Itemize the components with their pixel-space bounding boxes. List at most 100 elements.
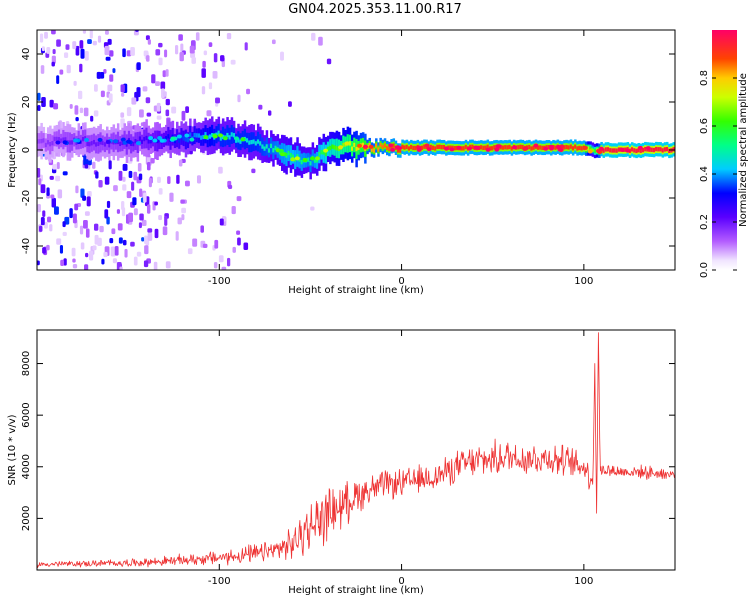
spectrogram-cell [587,149,593,154]
spectrogram-cell [68,140,72,145]
spectrogram-cell [139,109,144,118]
spectrogram-cell [449,145,452,150]
spectrogram-cell [227,257,231,267]
spectrogram-cell [138,222,142,229]
spectrogram-cell [95,142,98,147]
spectrogram-cell [162,70,167,78]
spectrogram-cell [108,160,112,170]
spectrogram-cell [154,201,158,206]
spectrogram-cell [464,144,468,150]
spectrogram-cell [202,243,208,248]
snr-y-tick-label: 8000 [21,351,32,376]
spectrogram-cell [139,213,144,221]
spectrogram-cell [232,133,236,138]
spectrogram-cell [121,207,126,217]
spectrogram-cell [429,144,433,150]
spectrogram-cell [78,90,83,100]
spectrogram-cell [147,139,151,144]
spectrogram-cell [615,148,619,153]
spectrogram-cell [137,162,142,172]
spectrogram-cell [296,154,299,159]
spectrogram-cell [97,141,100,146]
spectrogram-cell [113,139,119,144]
spectrogram-cell [302,158,308,163]
snr-x-tick-label: 100 [574,576,593,587]
spectrogram-x-tick-label: -100 [208,276,231,287]
spectrogram-x-tick-label: 100 [574,276,593,287]
spectrogram-cell [140,139,144,144]
spectrogram-cell [203,50,208,56]
spectrogram-cell [243,242,249,251]
spectrogram-cell [118,237,123,244]
spectrogram-cell [212,70,218,79]
spectrogram-cell [442,144,446,150]
spectrogram-cell [158,42,163,48]
spectrogram-cell [84,163,89,169]
spectrogram-cell [208,134,212,139]
spectrogram-cell [93,110,99,117]
spectrogram-cell [159,138,165,143]
spectrogram-cell [217,133,223,138]
spectrogram-cell [59,69,64,75]
spectrogram-cell [92,245,97,251]
spectrogram-cell [309,156,315,161]
spectrogram-cell [548,144,554,149]
spectrogram-cell [180,199,185,204]
spectrogram-cell [108,93,113,103]
spectrogram-cell [60,259,65,266]
spectrogram-cell [403,145,406,150]
spectrogram-cell [221,134,225,140]
spectrogram-cell [90,141,94,146]
spectrogram-cell [49,224,53,232]
spectrogram-cell [74,105,79,115]
spectrogram-cell [222,136,228,141]
spectrogram-cell [71,247,76,257]
spectrogram-cell [261,144,264,149]
spectrogram-cell [79,107,84,114]
spectrogram-cell [318,151,321,157]
spectrogram-cell [143,136,146,142]
spectrogram-cell [230,132,234,137]
spectrogram-cell [136,251,142,257]
spectrogram-cell [274,145,277,151]
spectrogram-cell [94,234,99,245]
spectrogram-cell [201,86,206,95]
snr-panel: -100 0 100 2000 4000 6000 8000 Height of stra… [7,329,676,596]
spectrogram-cell [310,206,315,211]
spectrogram-cell [604,147,608,152]
spectrogram-cell [106,216,110,225]
spectrogram-cell [388,143,394,148]
spectrogram-cell [326,146,330,152]
spectrogram-cell [87,39,92,44]
spectrogram-cell [220,55,225,62]
spectrogram-cell [146,161,151,171]
spectrogram-cell [443,146,449,151]
snr-x-label: Height of straight line (km) [288,585,424,596]
spectrogram-cell [92,139,96,145]
spectrogram-cell [294,157,297,162]
spectrogram-cell [99,225,104,233]
spectrogram-cell [265,144,269,149]
spectrogram-cell [173,138,177,144]
spectrogram-cell [73,80,77,86]
spectrogram-cell [118,170,123,181]
spectrogram-cell [388,146,391,152]
spectrogram-cell [46,47,51,54]
spectrogram-cell [212,134,218,139]
spectrogram-y-tick-label: 40 [21,48,32,61]
spectrogram-cell [132,197,137,206]
spectrogram-cell [103,142,107,147]
spectrogram-cell [395,145,401,150]
spectrogram-cell [176,134,182,139]
spectrogram-cell [661,148,665,153]
spectrogram-cell [530,146,533,151]
spectrogram-cell [88,142,91,147]
spectrogram-cell [338,145,344,150]
snr-y-tick-label: 4000 [21,454,32,479]
spectrogram-cell [104,30,109,35]
spectrogram-cell [157,176,161,183]
spectrogram-cell [196,175,201,184]
spectrogram-cell [53,136,56,142]
snr-y-tick-label: 2000 [21,506,32,531]
